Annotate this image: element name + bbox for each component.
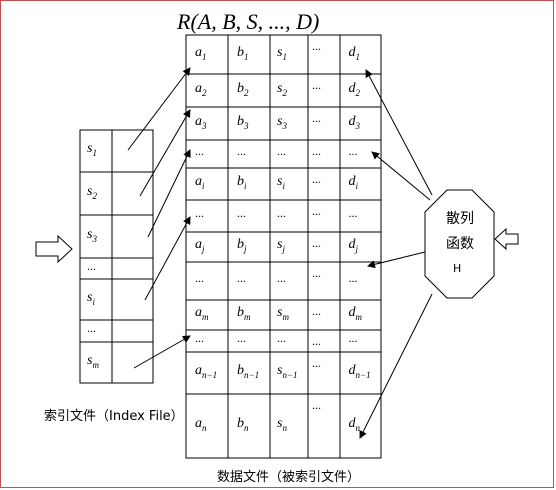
data-table-border bbox=[185, 34, 382, 459]
data-cell: ... bbox=[312, 204, 321, 218]
data-cell: ... bbox=[312, 266, 321, 280]
data-cell: d3 bbox=[348, 113, 361, 131]
data-cell: ... bbox=[312, 356, 321, 370]
index-key-cell: s3 bbox=[87, 226, 97, 244]
pointer-arrow-sm bbox=[133, 335, 191, 369]
data-cell: sn bbox=[277, 416, 287, 433]
hash-input-arrow-icon bbox=[494, 227, 519, 251]
data-cell: bn bbox=[237, 416, 249, 433]
data-cell: dj bbox=[348, 237, 359, 254]
data-cell: ... bbox=[277, 331, 286, 345]
data-file-label: 数据文件（被索引文件） bbox=[217, 470, 361, 485]
data-cell: s1 bbox=[277, 44, 287, 62]
hash-arrow-dj bbox=[367, 251, 426, 269]
data-cell: ... bbox=[312, 39, 321, 53]
data-cell: dn−1 bbox=[348, 363, 371, 380]
hash-label-line2: 函数 bbox=[446, 236, 474, 252]
data-cell: ... bbox=[312, 334, 321, 348]
pointer-arrow-si bbox=[144, 216, 191, 301]
index-key-cell: ... bbox=[87, 258, 96, 273]
index-key-cell: ... bbox=[87, 321, 96, 335]
data-cell: ... bbox=[277, 144, 286, 158]
data-cell: ... bbox=[312, 111, 321, 125]
data-cell: ... bbox=[195, 271, 204, 285]
index-table-border bbox=[79, 129, 154, 384]
data-cell: d1 bbox=[348, 44, 361, 62]
index-file-label: 索引文件（Index File） bbox=[44, 409, 184, 424]
data-cell: ... bbox=[348, 271, 358, 285]
data-cell: ... bbox=[312, 144, 321, 158]
data-cell: ... bbox=[237, 144, 246, 158]
data-cell: bi bbox=[237, 174, 247, 191]
pointer-arrow-s1 bbox=[127, 67, 191, 151]
data-cell: an bbox=[195, 416, 207, 433]
pointer-arrow-s3 bbox=[147, 149, 191, 238]
data-cell: s3 bbox=[277, 113, 287, 131]
data-cell: bn−1 bbox=[237, 363, 260, 380]
data-cell: ... bbox=[195, 331, 204, 345]
data-cell: ... bbox=[312, 78, 321, 92]
data-cell: ... bbox=[237, 206, 246, 220]
data-cell: ... bbox=[277, 206, 286, 220]
data-cell: a3 bbox=[195, 113, 207, 131]
data-cell: ... bbox=[312, 172, 321, 186]
data-cell: dm bbox=[348, 305, 363, 322]
data-cell: sj bbox=[277, 237, 285, 254]
data-cell: ... bbox=[312, 398, 321, 412]
data-cell: d2 bbox=[348, 80, 361, 98]
data-cell: ... bbox=[348, 144, 358, 158]
index-key-cell: sm bbox=[87, 352, 99, 370]
data-cell: sm bbox=[277, 305, 289, 322]
hash-label-line3: H bbox=[453, 262, 462, 275]
data-cell: an−1 bbox=[195, 363, 218, 380]
data-cell: ... bbox=[312, 236, 321, 250]
data-cell: ... bbox=[237, 331, 246, 345]
data-cell: s2 bbox=[277, 80, 287, 98]
input-arrow-icon bbox=[35, 234, 73, 264]
hash-arrow-d1 bbox=[365, 69, 433, 196]
data-cell: ... bbox=[195, 206, 204, 220]
data-cell: ... bbox=[348, 206, 358, 220]
data-cell: ai bbox=[195, 174, 205, 191]
data-cell: am bbox=[195, 305, 209, 322]
data-cell: bj bbox=[237, 237, 247, 254]
data-cell: ... bbox=[237, 271, 246, 285]
pointer-arrow-s2 bbox=[139, 109, 191, 197]
hash-arrow-d3 bbox=[371, 151, 431, 201]
data-cell: a2 bbox=[195, 80, 207, 98]
data-cell: sn−1 bbox=[277, 363, 298, 380]
hash-function-octagon bbox=[424, 189, 495, 299]
data-cell: aj bbox=[195, 237, 205, 254]
data-cell: bm bbox=[237, 305, 251, 322]
data-cell: di bbox=[348, 174, 359, 191]
hash-label-line1: 散列 bbox=[446, 211, 474, 227]
index-key-cell: s1 bbox=[87, 141, 97, 158]
data-cell: b2 bbox=[237, 80, 249, 98]
data-cell: b1 bbox=[237, 44, 249, 62]
index-key-cell: si bbox=[87, 289, 95, 307]
data-cell: ... bbox=[277, 271, 286, 285]
data-cell: dn bbox=[348, 416, 361, 433]
data-cell: ... bbox=[348, 331, 358, 345]
data-cell: ... bbox=[195, 144, 204, 158]
data-cell: ... bbox=[312, 304, 321, 318]
data-cell: b3 bbox=[237, 113, 249, 131]
data-cell: a1 bbox=[195, 44, 207, 62]
index-key-cell: s2 bbox=[87, 183, 97, 201]
data-cell: si bbox=[277, 174, 285, 191]
relation-title: R(A, B, S, ..., D) bbox=[177, 9, 320, 34]
hash-arrow-dn bbox=[359, 293, 433, 439]
